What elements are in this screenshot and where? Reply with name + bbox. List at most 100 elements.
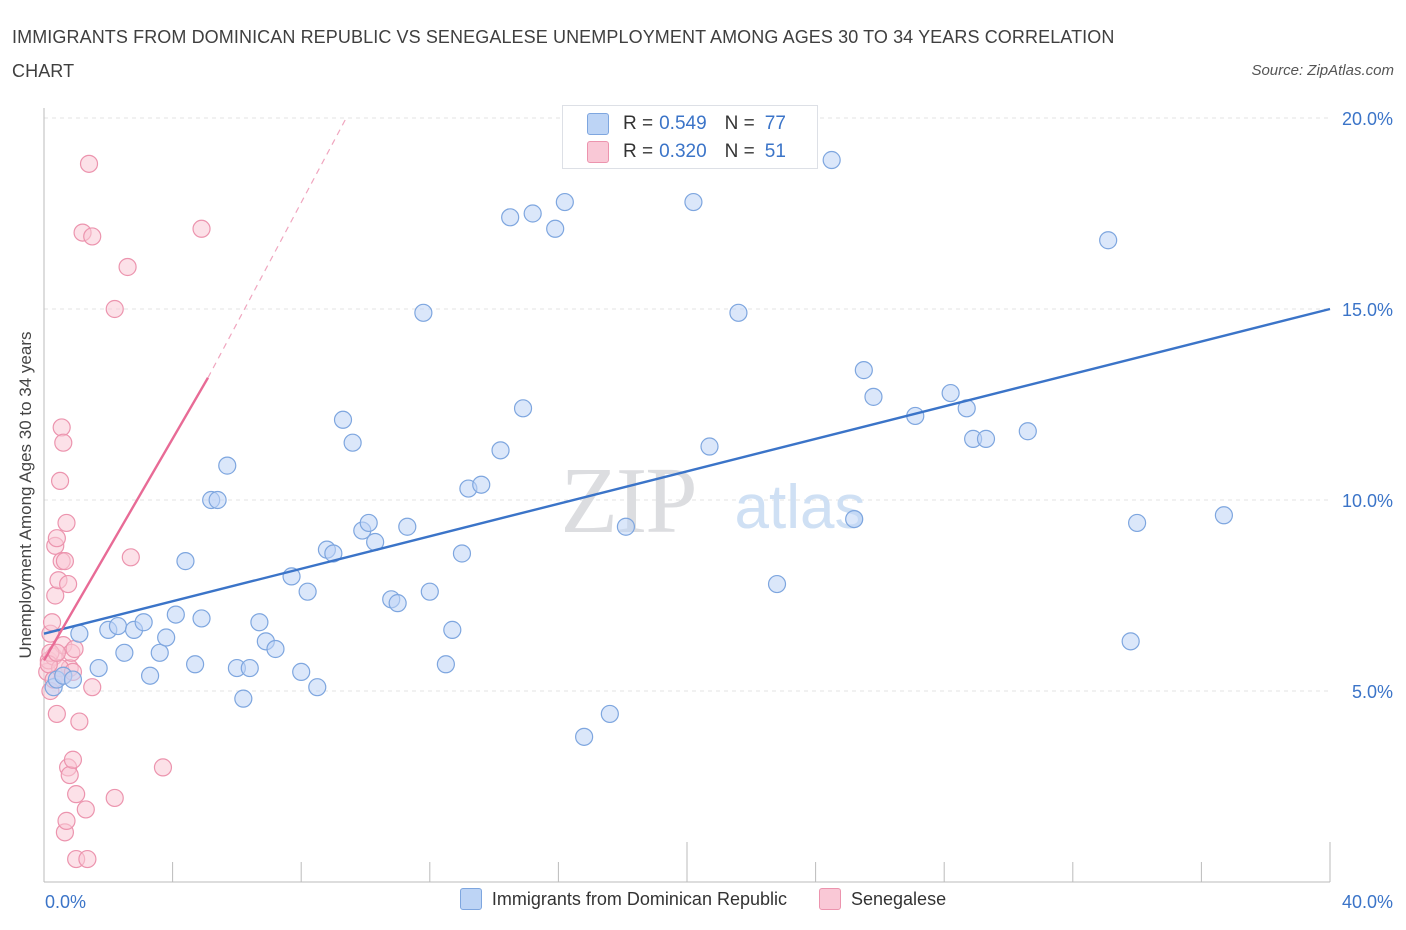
- dominican-point: [976, 429, 996, 448]
- senegalese-point: [83, 678, 102, 697]
- legend-item-dominican[interactable]: Immigrants from Dominican Republic: [459, 888, 787, 910]
- dominican-point: [240, 658, 259, 678]
- dominican-point: [157, 628, 176, 647]
- senegalese-point: [50, 471, 70, 490]
- legend-swatch-senegalese: [819, 888, 841, 910]
- senegalese-point: [78, 849, 97, 869]
- series-legend: Immigrants from Dominican Republic Seneg…: [0, 888, 1406, 910]
- dominican-point: [186, 655, 205, 674]
- dominican-point: [115, 643, 134, 662]
- dominican-point: [398, 517, 417, 536]
- dominican-point: [684, 192, 703, 212]
- senegalese-point: [63, 750, 83, 769]
- dominican-point: [359, 513, 378, 533]
- senegalese-point: [54, 433, 73, 452]
- dominican-points: [44, 150, 1234, 746]
- r-label: R =: [623, 141, 654, 162]
- dominican-point: [443, 620, 462, 639]
- r-label: R =: [623, 113, 654, 134]
- senegalese-point: [55, 552, 74, 571]
- senegalese-swatch: [587, 141, 609, 163]
- dominican-point: [89, 658, 108, 678]
- dominican-point: [150, 643, 169, 662]
- dominican-point: [491, 441, 510, 460]
- dominican-point: [192, 609, 211, 628]
- senegalese-point: [59, 574, 78, 594]
- y-tick-label: 15.0%: [1342, 300, 1393, 320]
- dominican-point: [134, 613, 153, 632]
- dominican-point: [767, 574, 787, 594]
- dominican-point: [600, 704, 619, 724]
- dominican-point: [108, 616, 128, 636]
- legend-item-senegalese[interactable]: Senegalese: [819, 888, 946, 910]
- dominican-point: [941, 383, 960, 403]
- y-axis-label: Unemployment Among Ages 30 to 34 years: [16, 331, 35, 659]
- senegalese-point: [57, 811, 76, 830]
- senegalese-point: [70, 712, 89, 731]
- x-tick-label: 40.0%: [1342, 892, 1393, 912]
- dominican-point: [250, 613, 269, 632]
- senegalese-point: [105, 299, 124, 319]
- senegalese-point: [65, 639, 84, 659]
- dominican-point: [729, 303, 748, 322]
- legend-label-dominican: Immigrants from Dominican Republic: [491, 888, 787, 909]
- dominican-point: [513, 399, 533, 418]
- senegalese-point: [52, 418, 71, 437]
- dominican-point: [234, 689, 253, 708]
- dominican-point: [308, 678, 327, 697]
- senegalese-point: [153, 758, 173, 777]
- legend-label-senegalese: Senegalese: [851, 888, 947, 909]
- stats-row-senegalese: R = 0.320 N = 51: [587, 138, 786, 166]
- dominican-point: [218, 456, 237, 475]
- n-label: N =: [724, 113, 755, 134]
- tick-labels: 5.0% 10.0% 15.0% 20.0% 0.0% 40.0%: [45, 109, 1393, 912]
- dominican-point: [420, 582, 439, 601]
- senegalese-point: [79, 154, 99, 173]
- dominican-point: [70, 624, 89, 643]
- y-tick-label: 5.0%: [1352, 682, 1393, 702]
- stats-legend: R = 0.549 N = 77 R = 0.320 N = 51: [562, 105, 818, 169]
- dominican-point: [523, 204, 542, 223]
- senegalese-point: [47, 704, 66, 724]
- dominican-point: [266, 639, 285, 659]
- dominican-point: [616, 517, 636, 536]
- legend-swatch-dominican: [459, 888, 482, 910]
- chart-title: IMMIGRANTS FROM DOMINICAN REPUBLIC VS SE…: [12, 27, 1115, 81]
- senegalese-point: [83, 227, 102, 246]
- senegalese-point: [118, 257, 137, 277]
- senegalese-point: [47, 529, 66, 548]
- axis-layer: [43, 108, 1331, 883]
- senegalese-point: [60, 765, 79, 785]
- watermark-atlas: atlas: [735, 473, 866, 542]
- dominican-point: [845, 509, 864, 529]
- dominican-point: [414, 303, 433, 322]
- dominican-point: [388, 594, 407, 613]
- dominican-point: [208, 490, 227, 510]
- dominican-point: [1127, 513, 1147, 533]
- dominican-point: [298, 582, 317, 601]
- senegalese-point: [121, 548, 140, 567]
- dominican-point: [501, 208, 520, 227]
- senegalese-point: [192, 219, 211, 238]
- dominican-point: [333, 410, 353, 429]
- y-tick-label: 10.0%: [1342, 491, 1393, 511]
- dominican-point: [472, 475, 491, 494]
- senegalese-point: [42, 613, 62, 632]
- n-value: 77: [764, 113, 786, 134]
- senegalese-point: [76, 800, 95, 819]
- dominican-point: [63, 670, 83, 689]
- dominican-point: [1099, 231, 1118, 250]
- dominican-point: [324, 544, 343, 563]
- dominican-trend-line: [43, 307, 1331, 635]
- n-label: N =: [724, 141, 755, 162]
- dominican-point: [822, 150, 841, 170]
- senegalese-point: [67, 785, 86, 804]
- dominican-point: [452, 544, 472, 563]
- dominican-point: [575, 727, 594, 746]
- dominican-point: [343, 433, 362, 452]
- r-value: 0.549: [659, 113, 707, 134]
- dominican-point: [1121, 632, 1140, 651]
- x-tick-label: 0.0%: [45, 892, 86, 912]
- source-label: Source: ZipAtlas.com: [1251, 62, 1394, 79]
